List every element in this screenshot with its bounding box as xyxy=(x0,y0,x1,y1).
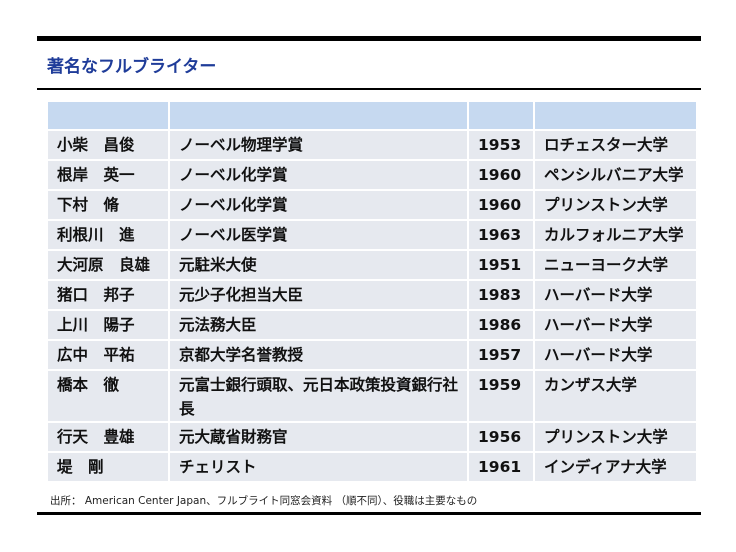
university-cell: ロチェスター大学 xyxy=(535,131,696,159)
top-rule xyxy=(37,36,701,41)
university-cell: ニューヨーク大学 xyxy=(535,251,696,279)
role-cell: ノーベル物理学賞 xyxy=(170,131,467,159)
year-cell: 1983 xyxy=(469,281,533,309)
role-cell: 元大蔵省財務官 xyxy=(170,423,467,451)
university-cell: インディアナ大学 xyxy=(535,453,696,481)
name-cell: 上川 陽子 xyxy=(48,311,168,339)
table-row: 下村 脩ノーベル化学賞 1960 プリンストン大学 xyxy=(48,191,696,219)
table-row: 行天 豊雄 元大蔵省財務官 1956 プリンストン大学 xyxy=(48,423,696,451)
source-note: 出所： American Center Japan、フルブライト同窓会資料 （順… xyxy=(50,495,478,507)
university-cell: プリンストン大学 xyxy=(535,423,696,451)
role-cell: ノーベル医学賞 xyxy=(170,221,467,249)
role-cell: 元法務大臣 xyxy=(170,311,467,339)
table-row: 小柴 昌俊 ノーベル物理学賞 1953 ロチェスター大学 xyxy=(48,131,696,159)
header-cell xyxy=(535,102,696,129)
name-cell: 猪口 邦子 xyxy=(48,281,168,309)
university-cell: ハーバード大学 xyxy=(535,311,696,339)
university-cell: カルフォルニア大学 xyxy=(535,221,696,249)
university-cell: ペンシルバニア大学 xyxy=(535,161,696,189)
role-cell: ノーベル化学賞 xyxy=(170,191,467,219)
header-row xyxy=(48,102,696,129)
bottom-rule xyxy=(37,512,701,515)
table-row: 根岸 英一 ノーベル化学賞 1960 ペンシルバニア大学 xyxy=(48,161,696,189)
university-cell: ハーバード大学 xyxy=(535,281,696,309)
table-row: 堤 剛チェリスト 1961 インディアナ大学 xyxy=(48,453,696,481)
header-cell xyxy=(170,102,467,129)
name-cell: 小柴 昌俊 xyxy=(48,131,168,159)
role-cell: 京都大学名誉教授 xyxy=(170,341,467,369)
title: 著名なフルブライター xyxy=(47,57,217,77)
table-row: 利根川 進ノーベル医学賞 1963 カルフォルニア大学 xyxy=(48,221,696,249)
role-cell: チェリスト xyxy=(170,453,467,481)
university-cell: プリンストン大学 xyxy=(535,191,696,219)
name-cell: 利根川 進 xyxy=(48,221,168,249)
role-cell: ノーベル化学賞 xyxy=(170,161,467,189)
table-row: 大河原 良雄 元駐米大使 1951 ニューヨーク大学 xyxy=(48,251,696,279)
table-row: 猪口 邦子 元少子化担当大臣 1983 ハーバード大学 xyxy=(48,281,696,309)
year-cell: 1963 xyxy=(469,221,533,249)
year-cell: 1960 xyxy=(469,191,533,219)
header-cell xyxy=(469,102,533,129)
year-cell: 1957 xyxy=(469,341,533,369)
year-cell: 1986 xyxy=(469,311,533,339)
table-row: 広中 平祐 京都大学名誉教授 1957 ハーバード大学 xyxy=(48,341,696,369)
table: 小柴 昌俊 ノーベル物理学賞 1953 ロチェスター大学 根岸 英一 ノーベル化学賞 196… xyxy=(46,100,698,483)
year-cell: 1951 xyxy=(469,251,533,279)
name-cell: 根岸 英一 xyxy=(48,161,168,189)
name-cell: 橋本 徹 xyxy=(48,371,168,421)
year-cell: 1959 xyxy=(469,371,533,421)
name-cell: 堤 剛 xyxy=(48,453,168,481)
title-rule xyxy=(37,88,701,90)
university-cell: ハーバード大学 xyxy=(535,341,696,369)
year-cell: 1961 xyxy=(469,453,533,481)
name-cell: 下村 脩 xyxy=(48,191,168,219)
year-cell: 1960 xyxy=(469,161,533,189)
table-row: 上川 陽子 元法務大臣 1986 ハーバード大学 xyxy=(48,311,696,339)
university-cell: カンザス大学 xyxy=(535,371,696,421)
header-cell xyxy=(48,102,168,129)
role-cell: 元少子化担当大臣 xyxy=(170,281,467,309)
name-cell: 広中 平祐 xyxy=(48,341,168,369)
year-cell: 1956 xyxy=(469,423,533,451)
name-cell: 行天 豊雄 xyxy=(48,423,168,451)
role-cell: 元駐米大使 xyxy=(170,251,467,279)
table-row: 橋本 徹元富士銀行頭取、元日本政策投資銀行社長 1959 カンザス大学 xyxy=(48,371,696,421)
name-cell: 大河原 良雄 xyxy=(48,251,168,279)
year-cell: 1953 xyxy=(469,131,533,159)
role-cell: 元富士銀行頭取、元日本政策投資銀行社長 xyxy=(170,371,467,421)
